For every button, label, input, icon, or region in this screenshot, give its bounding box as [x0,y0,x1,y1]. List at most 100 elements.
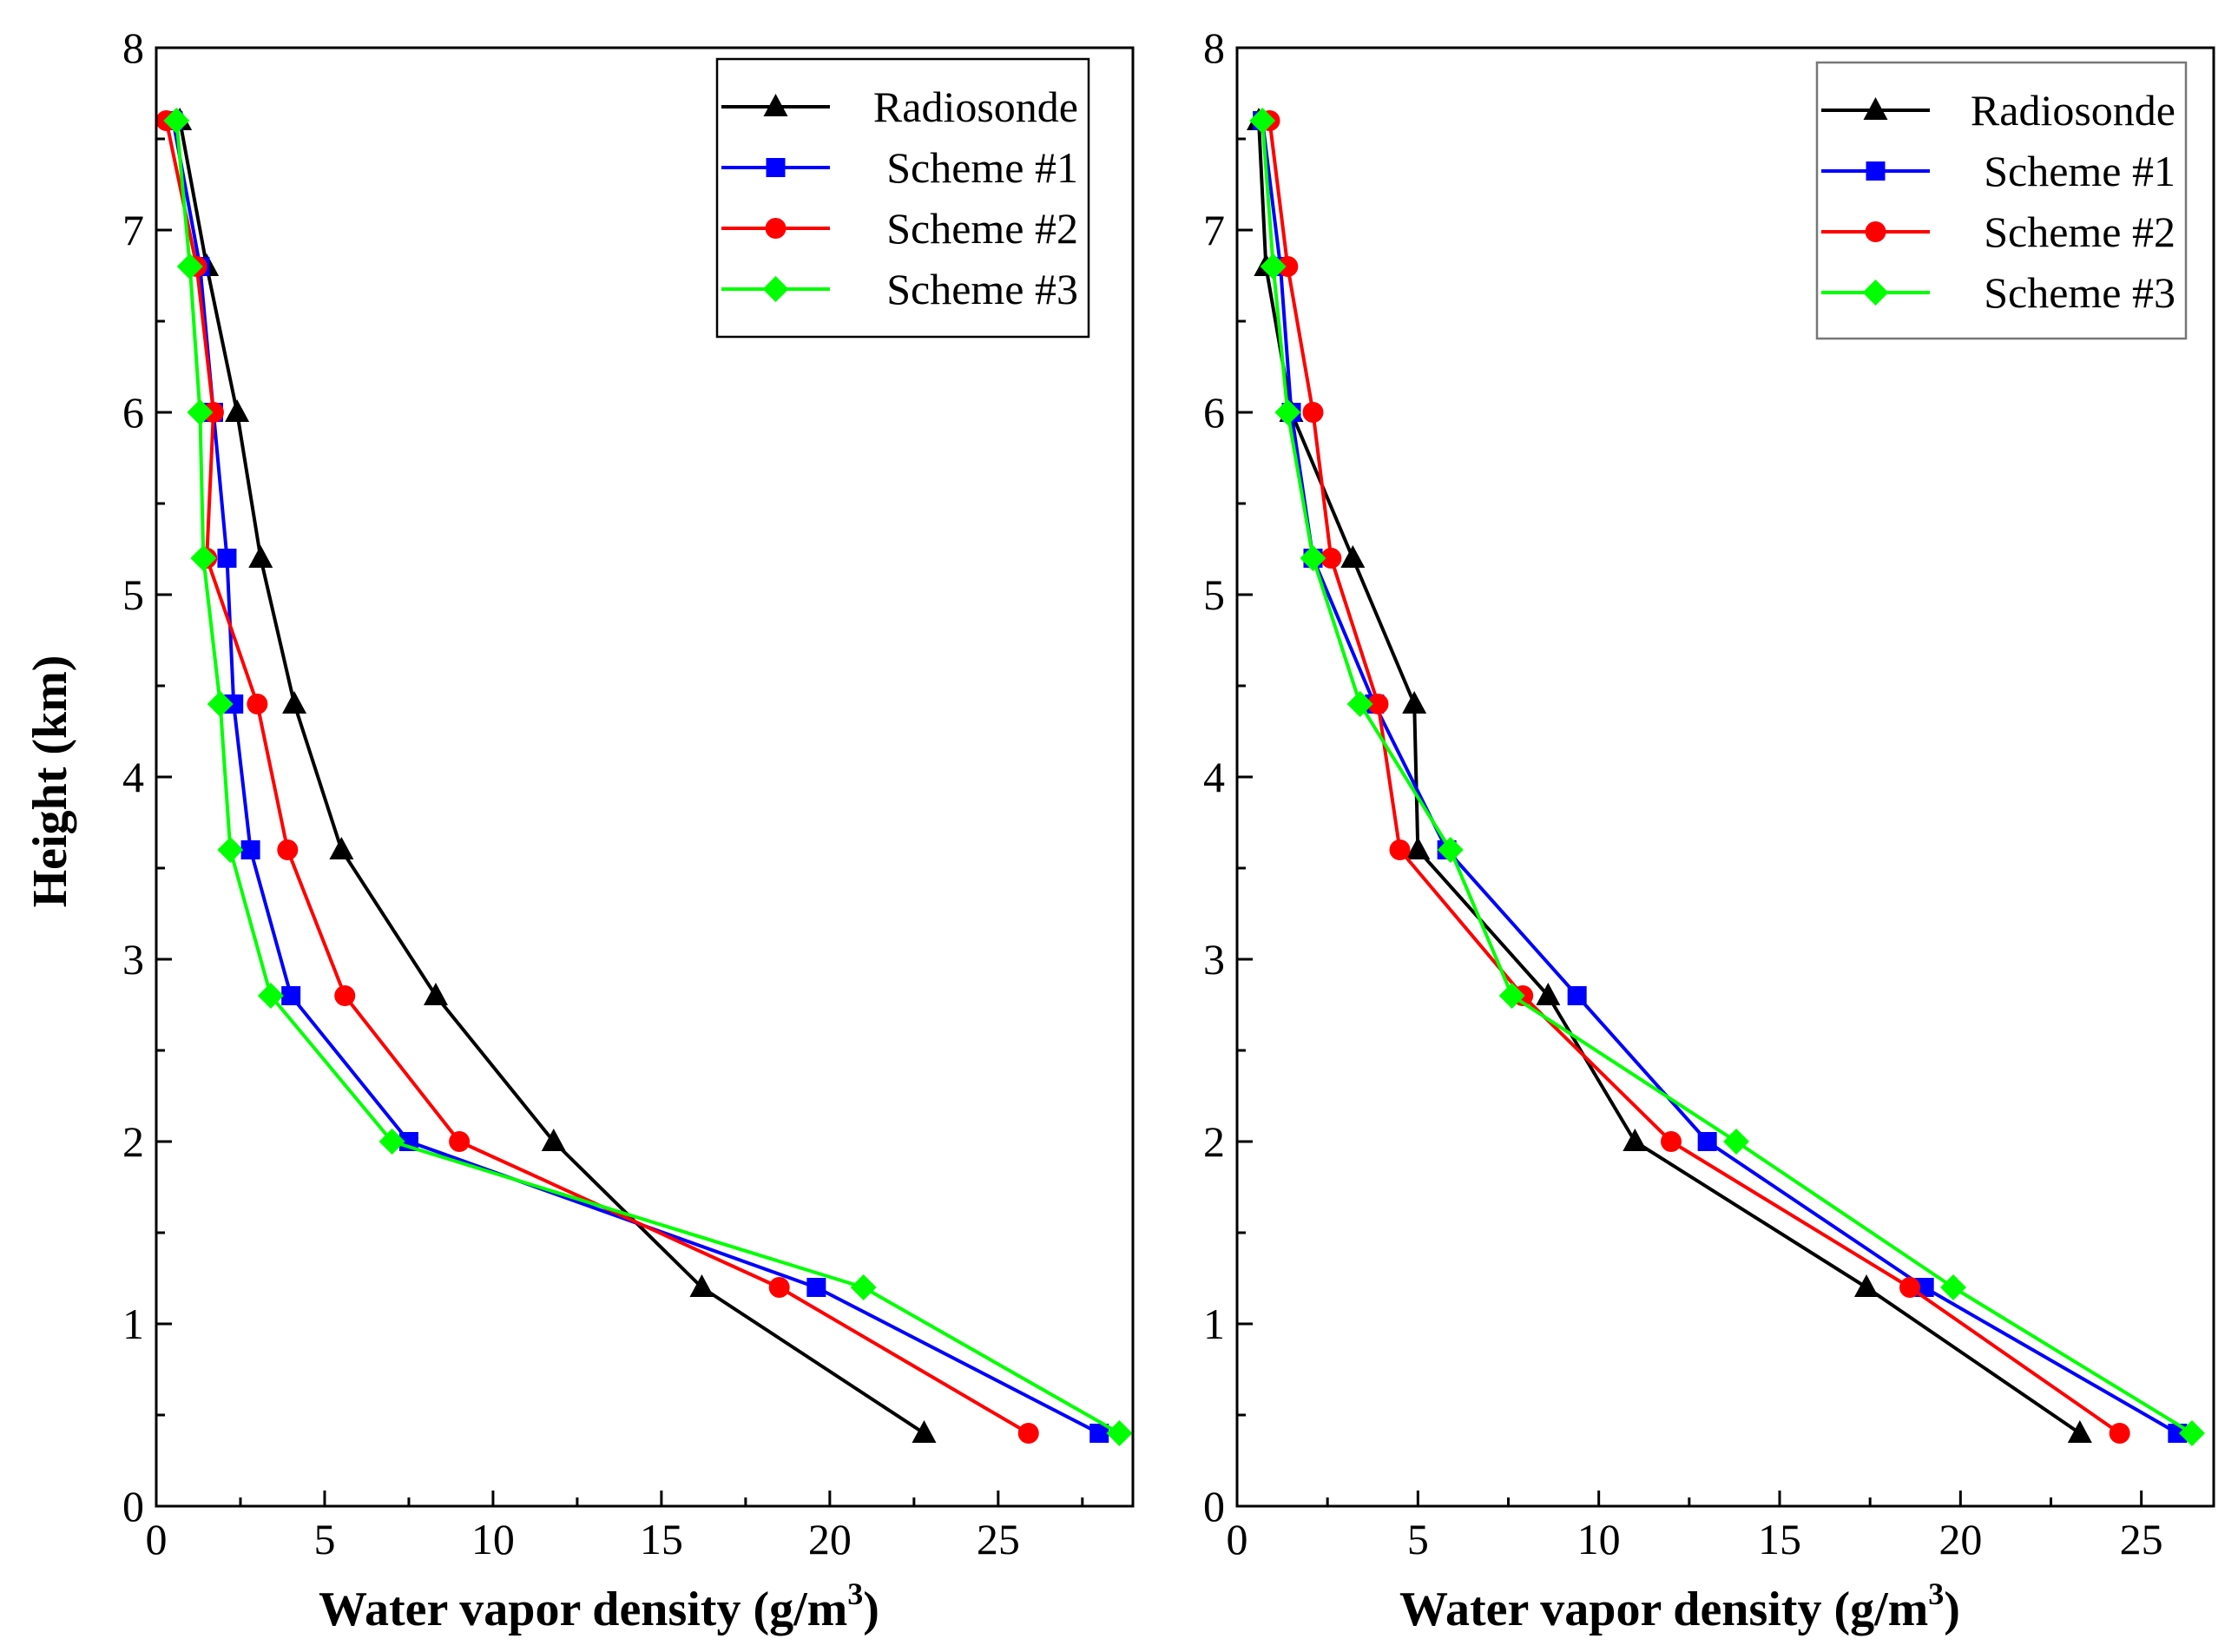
left-x-tick-label: 25 [977,1515,1020,1563]
right-x-axis-title: Water vapor density (g/m3) [1399,1576,1960,1636]
right-legend-radiosonde-marker [1863,97,1888,120]
right-y-tick-label: 5 [1203,570,1225,619]
left-scheme-3-point [176,253,203,280]
right-y-tick-label: 2 [1203,1117,1225,1166]
left-scheme-1-point [1089,1424,1109,1443]
right-radiosonde-point [1402,691,1427,714]
left-legend-scheme-2-marker [765,218,787,239]
right-scheme-3-point [1498,983,1525,1009]
left-radiosonde-point [423,983,448,1005]
right-x-tick-label: 25 [2120,1515,2163,1563]
right-y-tick-label: 0 [1203,1482,1225,1530]
left-scheme-3-point [163,108,190,134]
right-x-tick-label: 20 [1939,1515,1982,1563]
right-legend-scheme-2-label: Scheme #2 [1984,207,2175,256]
right-scheme-2-point [1661,1131,1682,1152]
left-x-axis-title-end: ) [863,1583,879,1636]
right-scheme-1-point [1697,1132,1717,1151]
left-series-layer [155,108,1133,1446]
right-x-tick-label: 5 [1407,1515,1429,1563]
left-scheme-3-point [217,837,244,863]
left-legend: Radiosonde Scheme #1 Scheme #2 Scheme #3 [715,57,1090,339]
right-scheme-3-point [1260,253,1287,280]
left-y-tick-label: 3 [122,935,144,984]
left-scheme-1-point [240,840,260,859]
right-scheme-1-point [1567,986,1587,1005]
right-x-axis-title-end: ) [1944,1583,1960,1636]
right-scheme-3-point [2179,1420,2205,1446]
left-x-axis-title: Water vapor density (g/m3) [319,1576,879,1636]
right-y-tick-label: 7 [1203,206,1225,254]
left-x-tick-label: 20 [808,1515,852,1563]
right-scheme-3-point [1346,691,1373,717]
right-scheme-3-point [1723,1129,1749,1155]
right-radiosonde-line [1257,120,2081,1435]
left-scheme-2-point [1017,1423,1039,1444]
left-scheme-3-point [850,1274,877,1300]
left-panel: 0 1 2 3 4 5 6 7 8 0 5 10 15 20 25 Radiosonde Scheme #1 S… [23,23,1135,1636]
left-scheme-3-point [257,983,284,1009]
left-y-tick-label: 4 [122,753,144,801]
left-scheme-1-point [281,986,301,1005]
right-legend-scheme-1-label: Scheme #1 [1984,147,2175,195]
left-scheme-2-point [334,985,356,1006]
right-x-tick-label: 10 [1577,1515,1621,1563]
left-scheme-2-point [247,694,268,714]
left-radiosonde-point [248,545,273,568]
left-x-axis-title-sup: 3 [847,1576,863,1611]
left-x-tick-label: 10 [471,1515,515,1563]
left-scheme-2-point [202,402,224,423]
left-x-tick-label: 0 [146,1515,168,1563]
left-radiosonde-point [282,691,307,714]
right-legend-scheme-2-marker [1865,221,1886,242]
left-y-tick-label: 8 [122,23,144,72]
left-radiosonde-point [912,1420,937,1443]
right-radiosonde-point [1405,837,1431,859]
right-scheme-3-point [1437,837,1464,863]
right-scheme-2-line [1267,120,2121,1435]
right-radiosonde-point [2067,1420,2092,1443]
right-x-axis-title-sup: 3 [1928,1576,1944,1611]
right-x-tick-label: 15 [1758,1515,1801,1563]
right-scheme-3-point [1940,1274,1966,1300]
right-y-tick-label: 1 [1203,1300,1225,1348]
right-scheme-2-point [2109,1423,2130,1444]
left-y-tick-label: 7 [122,206,144,254]
right-legend-scheme-3-label: Scheme #3 [1984,268,2175,317]
left-legend-scheme-1-marker [766,158,786,177]
left-legend-scheme-2-label: Scheme #2 [886,204,1078,253]
right-scheme-1-line [1261,120,2179,1435]
left-legend-scheme-3-label: Scheme #3 [886,265,1078,313]
left-legend-radiosonde-marker [763,94,788,116]
left-legend-scheme-1-label: Scheme #1 [886,143,1078,192]
left-legend-radiosonde-label: Radiosonde [873,82,1078,131]
left-radiosonde-point [329,837,354,859]
right-x-tick-label: 0 [1227,1515,1248,1563]
left-x-tick-label: 5 [313,1515,335,1563]
left-radiosonde-point [225,399,250,422]
right-scheme-2-point [1277,256,1299,277]
right-y-tick-label: 6 [1203,388,1225,437]
left-y-tick-label: 0 [122,1482,144,1530]
right-legend-scheme-3-marker [1862,280,1889,306]
left-scheme-3-line [174,120,1121,1435]
right-scheme-3-point [1249,108,1276,134]
left-scheme-1-point [806,1278,826,1297]
left-radiosonde-point [689,1274,714,1297]
left-scheme-2-point [277,839,299,860]
right-y-tick-label: 4 [1203,753,1225,801]
right-panel: 0 1 2 3 4 5 6 7 8 0 5 10 15 20 25 Radiosonde Scheme #1 S… [1203,23,2215,1636]
right-radiosonde-point [1623,1129,1648,1151]
right-scheme-2-point [1302,402,1324,423]
left-scheme-1-point [224,694,244,714]
left-scheme-2-line [164,120,1030,1435]
right-ticks: 0 1 2 3 4 5 6 7 8 0 5 10 15 20 25 [1203,23,2163,1563]
right-y-tick-label: 3 [1203,935,1225,984]
right-radiosonde-point [1854,1274,1879,1297]
left-y-tick-label: 1 [122,1300,144,1348]
right-scheme-2-point [1389,839,1411,860]
right-y-tick-label: 8 [1203,23,1225,72]
right-scheme-2-point [1367,694,1389,714]
left-x-tick-label: 15 [640,1515,683,1563]
right-legend-scheme-1-marker [1866,161,1886,181]
